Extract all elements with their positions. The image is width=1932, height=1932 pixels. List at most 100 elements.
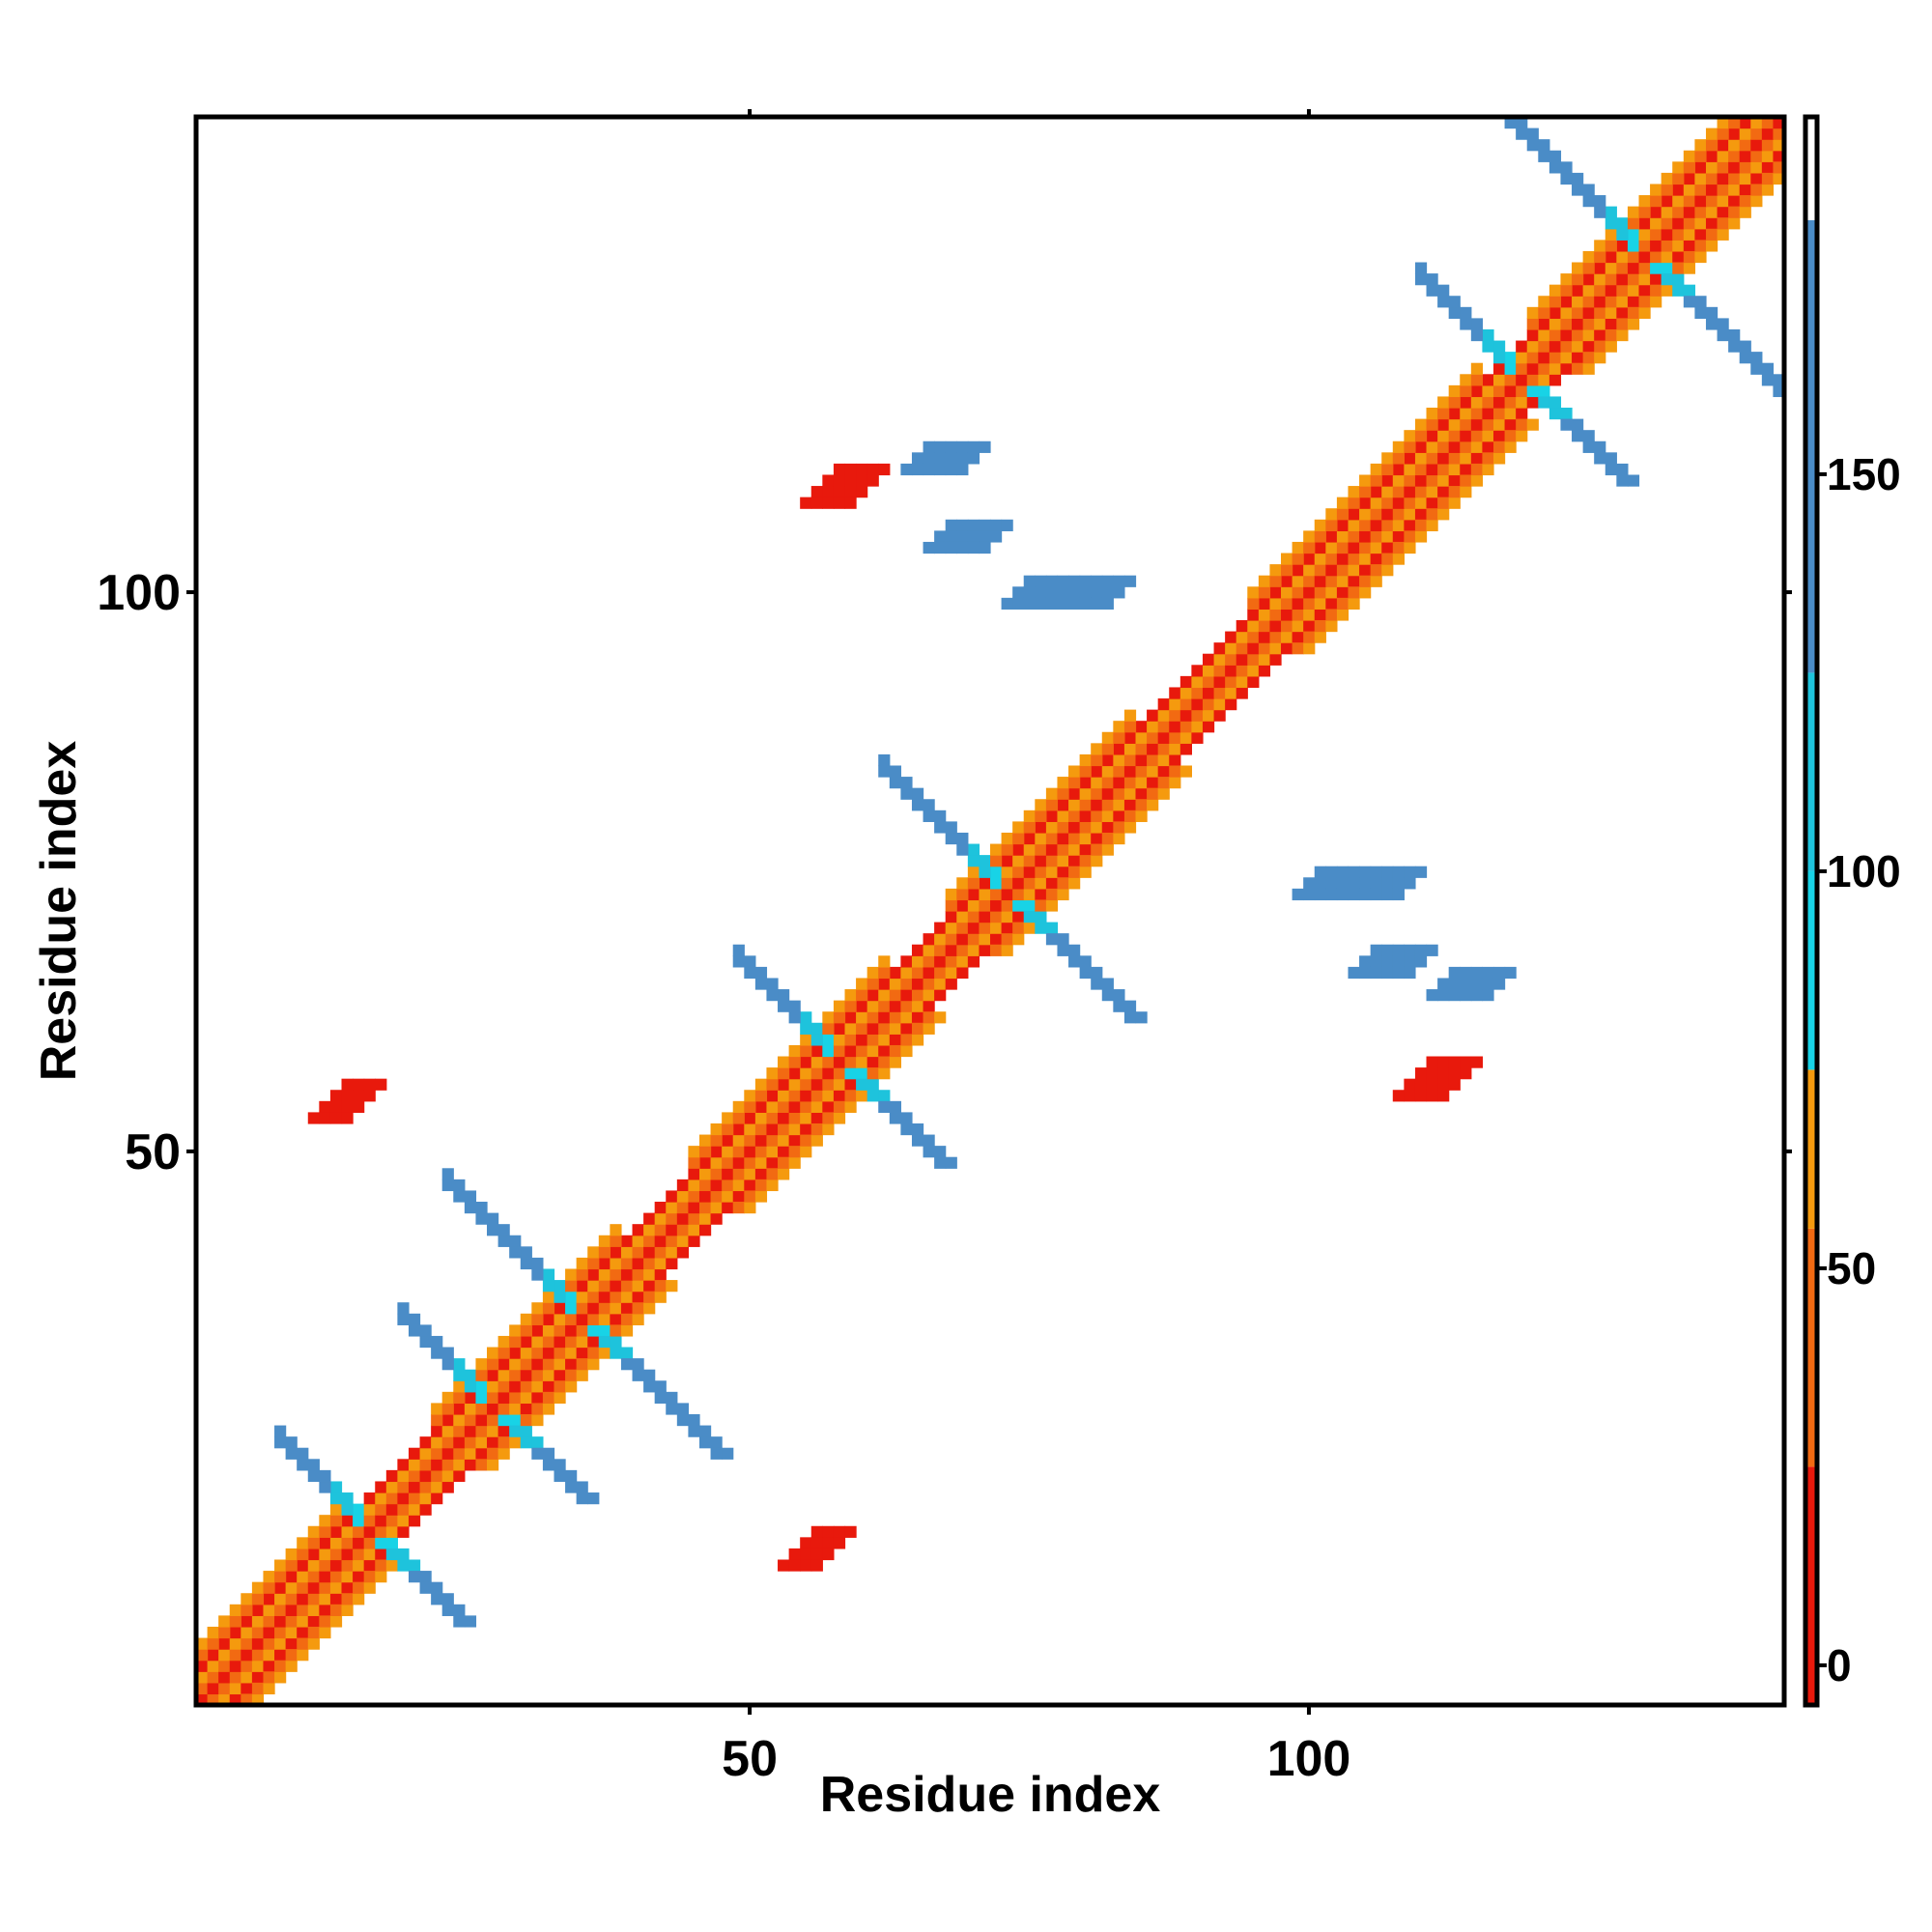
heatmap-cell bbox=[1448, 440, 1461, 453]
heatmap-cell bbox=[1616, 262, 1629, 274]
heatmap-cell bbox=[1661, 184, 1673, 196]
heatmap-cell bbox=[453, 1459, 466, 1471]
heatmap-cell bbox=[967, 877, 980, 890]
heatmap-cell bbox=[1325, 541, 1338, 554]
heatmap-cell bbox=[1135, 777, 1148, 789]
heatmap-cell bbox=[375, 1537, 387, 1549]
heatmap-cell bbox=[1213, 698, 1226, 711]
heatmap-cell bbox=[934, 810, 947, 822]
heatmap-cell bbox=[778, 1134, 790, 1147]
heatmap-cell bbox=[329, 1503, 343, 1516]
heatmap-cell bbox=[822, 1034, 835, 1046]
heatmap-cell bbox=[341, 1571, 354, 1583]
heatmap-cell bbox=[1045, 821, 1059, 834]
heatmap-cell bbox=[1548, 352, 1562, 364]
heatmap-cell bbox=[1761, 139, 1775, 152]
heatmap-cell bbox=[307, 1571, 320, 1583]
heatmap-cell bbox=[1460, 463, 1472, 476]
heatmap-cell bbox=[923, 1000, 935, 1012]
heatmap-cell bbox=[1437, 1090, 1450, 1102]
colorbar-tick-label: 100 bbox=[1827, 846, 1901, 896]
heatmap-cell bbox=[990, 899, 1003, 912]
heatmap-cell bbox=[1492, 340, 1506, 353]
heatmap-cell bbox=[688, 1212, 700, 1225]
heatmap-cell bbox=[654, 1391, 667, 1405]
heatmap-cell bbox=[307, 1604, 320, 1616]
heatmap-cell bbox=[408, 1571, 421, 1583]
heatmap-cell bbox=[800, 1078, 812, 1091]
heatmap-cell bbox=[945, 463, 957, 476]
heatmap-cell bbox=[554, 1369, 566, 1381]
heatmap-cell bbox=[554, 1302, 566, 1315]
heatmap-cell bbox=[1348, 597, 1360, 611]
heatmap-cell bbox=[1739, 195, 1751, 208]
heatmap-cell bbox=[1001, 519, 1013, 531]
heatmap-cell bbox=[856, 1044, 868, 1058]
heatmap-cell bbox=[1460, 486, 1472, 498]
heatmap-cell bbox=[274, 1637, 287, 1650]
heatmap-cell bbox=[251, 1615, 265, 1628]
heatmap-cell bbox=[1437, 989, 1450, 1002]
heatmap-cell bbox=[967, 855, 980, 867]
heatmap-cell bbox=[1191, 731, 1204, 744]
heatmap-cell bbox=[1526, 328, 1539, 342]
heatmap-cell bbox=[810, 1034, 823, 1046]
heatmap-cell bbox=[923, 933, 935, 946]
heatmap-cell bbox=[1012, 911, 1025, 923]
heatmap-cell bbox=[385, 1548, 398, 1561]
heatmap-cell bbox=[1426, 1078, 1438, 1091]
heatmap-cell bbox=[1336, 564, 1350, 577]
heatmap-cell bbox=[576, 1369, 588, 1381]
heatmap-cell bbox=[990, 866, 1003, 878]
heatmap-cell bbox=[1504, 418, 1517, 431]
heatmap-cell bbox=[1605, 318, 1617, 330]
heatmap-cell bbox=[632, 1235, 644, 1247]
heatmap-cell bbox=[531, 1447, 544, 1460]
heatmap-cell bbox=[1303, 877, 1316, 890]
heatmap-cell bbox=[1147, 753, 1159, 767]
heatmap-cell bbox=[1381, 508, 1394, 521]
heatmap-cell bbox=[800, 1067, 812, 1080]
heatmap-cell bbox=[542, 1347, 555, 1359]
heatmap-cell bbox=[1113, 731, 1125, 744]
heatmap-cell bbox=[889, 1011, 901, 1024]
heatmap-cell bbox=[1281, 609, 1293, 621]
heatmap-cell bbox=[1728, 128, 1741, 140]
heatmap-cell bbox=[1437, 497, 1450, 509]
heatmap-cell bbox=[610, 1268, 622, 1281]
heatmap-cell bbox=[453, 1391, 466, 1405]
heatmap-cell bbox=[218, 1637, 231, 1650]
heatmap-cell bbox=[610, 1235, 622, 1247]
heatmap-cell bbox=[698, 1146, 712, 1158]
heatmap-cell bbox=[1426, 452, 1438, 465]
heatmap-cell bbox=[1750, 362, 1763, 375]
heatmap-cell bbox=[1123, 743, 1137, 755]
heatmap-cell bbox=[1202, 698, 1215, 711]
heatmap-cell bbox=[1001, 933, 1013, 946]
heatmap-cell bbox=[1572, 296, 1584, 308]
heatmap-cell bbox=[1001, 922, 1013, 934]
heatmap-cell bbox=[833, 1034, 846, 1046]
heatmap-cell bbox=[1694, 172, 1707, 185]
heatmap-cell bbox=[744, 1134, 756, 1147]
heatmap-cell bbox=[878, 978, 891, 990]
heatmap-cell bbox=[945, 955, 957, 968]
heatmap-cell bbox=[307, 1548, 320, 1561]
heatmap-cell bbox=[353, 1548, 365, 1561]
heatmap-cell bbox=[732, 1202, 745, 1214]
heatmap-cell bbox=[554, 1324, 566, 1337]
heatmap-cell bbox=[1638, 250, 1651, 264]
heatmap-cell bbox=[800, 1090, 812, 1102]
heatmap-cell bbox=[598, 1335, 611, 1349]
heatmap-cell bbox=[1572, 328, 1584, 342]
heatmap-cell bbox=[1616, 474, 1629, 487]
heatmap-cell bbox=[1482, 463, 1494, 476]
heatmap-cell bbox=[241, 1626, 253, 1639]
heatmap-cell bbox=[844, 1044, 857, 1058]
heatmap-cell bbox=[1482, 374, 1494, 386]
heatmap-cell bbox=[1437, 440, 1450, 453]
heatmap-cell bbox=[509, 1246, 522, 1259]
heatmap-cell bbox=[1079, 832, 1092, 845]
heatmap-cell bbox=[520, 1380, 532, 1393]
heatmap-cell bbox=[1370, 888, 1382, 901]
